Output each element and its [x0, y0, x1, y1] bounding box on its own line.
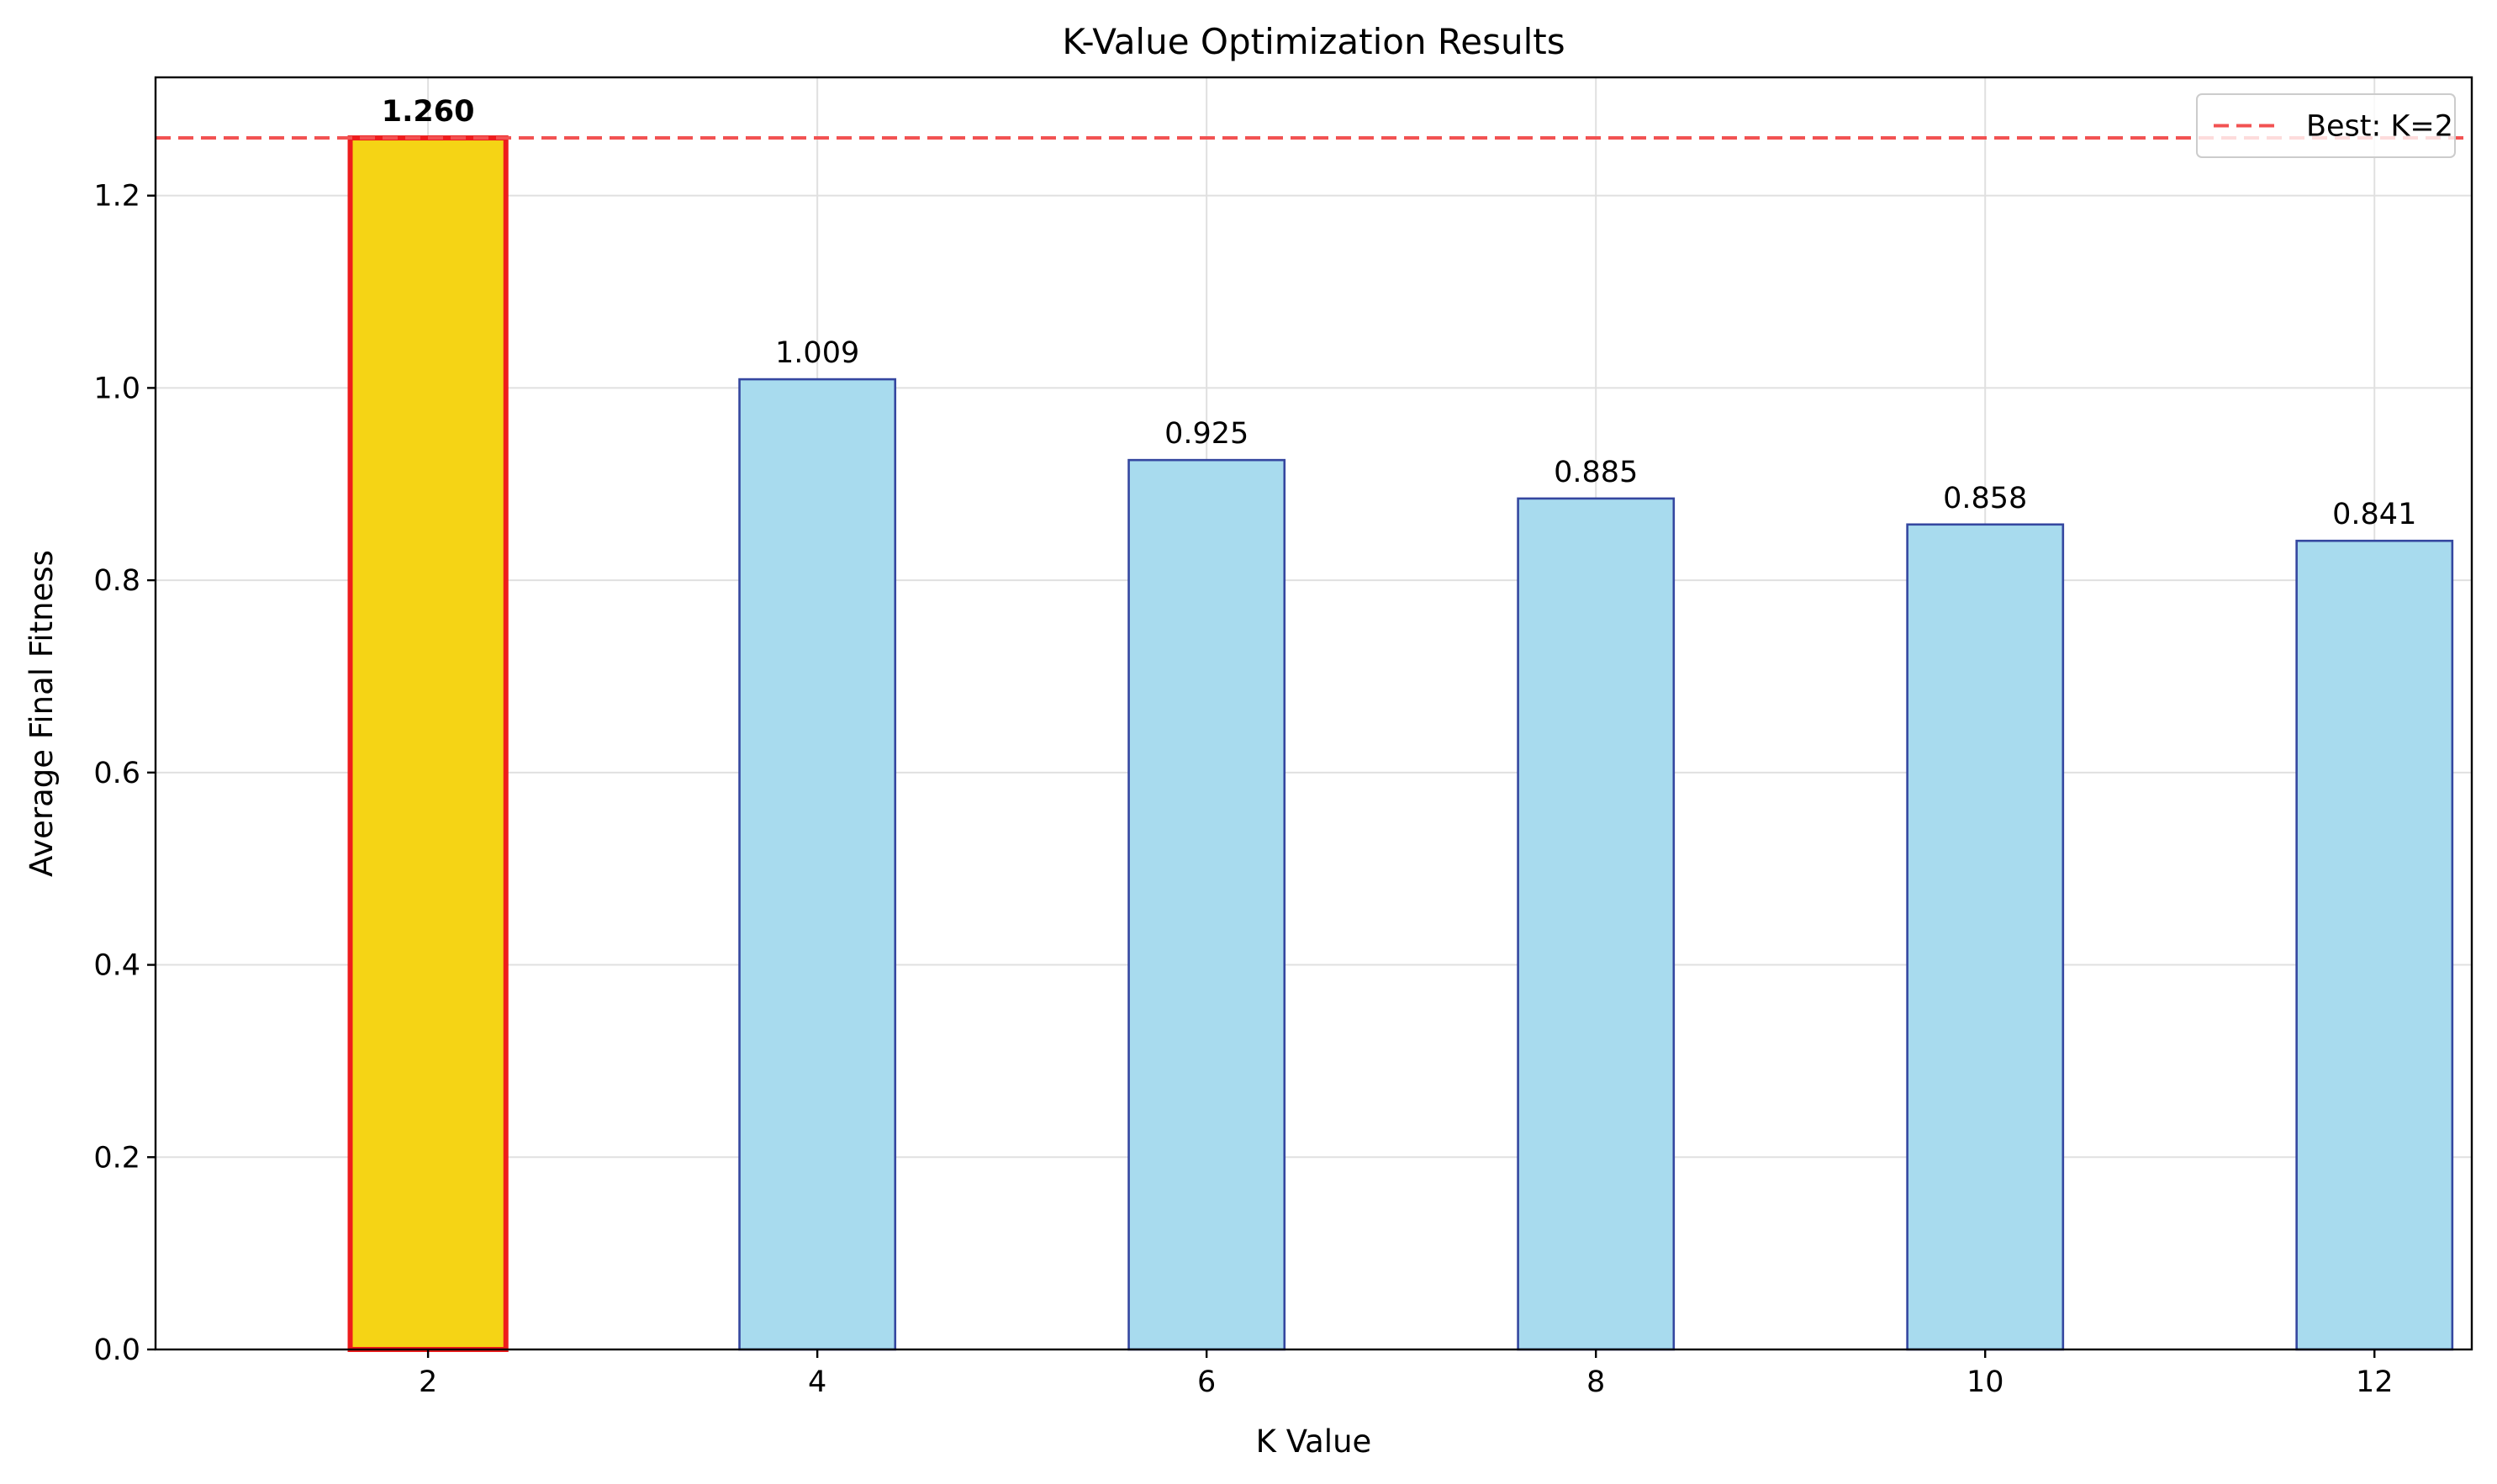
x-axis-label: K Value	[1256, 1423, 1372, 1460]
y-tick-label: 0.6	[93, 757, 140, 790]
bar-k-6	[1127, 458, 1286, 1351]
y-tick-label: 1.0	[93, 372, 140, 405]
bar-best-k-2	[347, 135, 509, 1353]
data-label: 0.885	[1554, 456, 1638, 489]
y-tick-label: 0.4	[93, 949, 140, 983]
legend: Best: K=2	[2196, 93, 2456, 158]
x-tick-label: 8	[1586, 1365, 1605, 1399]
bar-k-10	[1906, 523, 2065, 1351]
y-tick-label: 1.2	[93, 180, 140, 214]
bar-k-4	[738, 378, 897, 1351]
bar-k-8	[1517, 497, 1676, 1351]
y-axis-label: Average Final Fitness	[24, 550, 60, 877]
chart-title: K-Value Optimization Results	[1062, 21, 1565, 62]
y-tick-label: 0.8	[93, 564, 140, 598]
legend-box	[2196, 93, 2456, 158]
x-tick-label: 10	[1966, 1365, 2004, 1399]
x-tick-label: 6	[1197, 1365, 1216, 1399]
data-label: 0.925	[1164, 417, 1248, 451]
data-labels: 1.260 1.009 0.925 0.885 0.858 0.841	[382, 95, 2417, 531]
data-label: 0.858	[1943, 482, 2027, 515]
legend-label: Best: K=2	[2306, 110, 2453, 144]
y-tick-label: 0.0	[93, 1333, 140, 1367]
x-tick-label: 12	[2356, 1365, 2394, 1399]
data-label: 1.260	[382, 95, 475, 129]
x-tick-label: 4	[808, 1365, 826, 1399]
x-tick-label: 2	[419, 1365, 437, 1399]
y-tick-label: 0.2	[93, 1141, 140, 1175]
ticks: 0.0 0.2 0.4 0.6 0.8 1.0 1.2 2 4 6 8 10 12	[93, 180, 2393, 1399]
data-label: 0.841	[2332, 498, 2416, 531]
data-label: 1.009	[775, 336, 859, 370]
bars	[347, 135, 2454, 1353]
axes-frame	[154, 76, 2473, 1351]
bar-k-12	[2295, 539, 2454, 1351]
